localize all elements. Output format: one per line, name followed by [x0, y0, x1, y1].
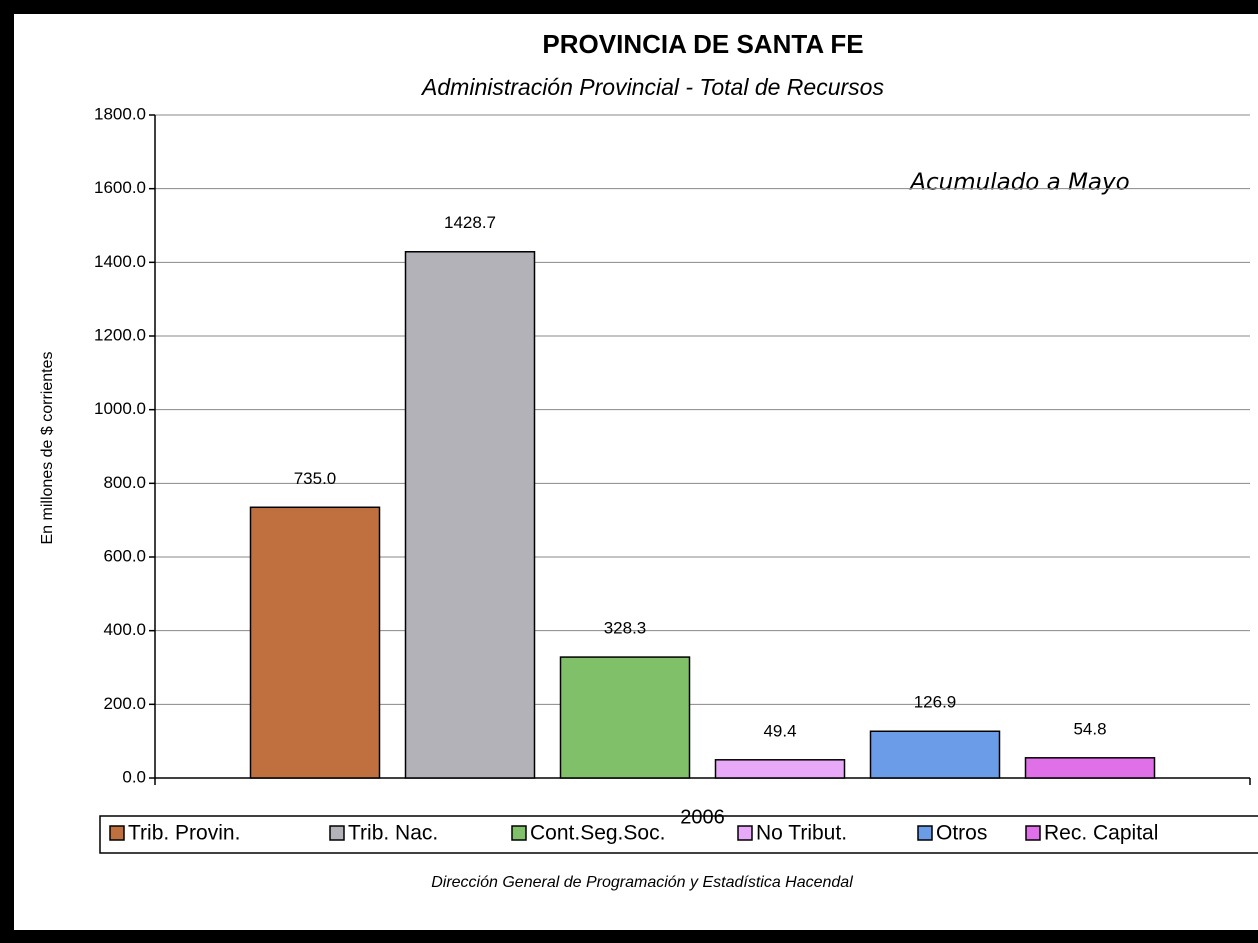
legend-swatch	[109, 825, 125, 841]
value-label: 54.8	[1073, 719, 1106, 738]
source: Dirección General de Programación y Esta…	[431, 874, 853, 891]
bar	[249, 506, 381, 779]
y-tick-label: 600.0	[103, 546, 146, 565]
y-tick-label: 400.0	[103, 620, 146, 639]
value-label: 126.9	[914, 693, 957, 712]
legend-label: Otros	[936, 822, 987, 845]
y-tick-label: 1800.0	[94, 104, 146, 123]
y-tick-label: 800.0	[103, 473, 146, 492]
bar	[1024, 757, 1156, 779]
legend-swatch	[917, 825, 933, 841]
value-label: 735.0	[294, 469, 337, 488]
x-tick-label: 2006	[680, 806, 725, 828]
annotation: Acumulado a Mayo	[908, 170, 1129, 196]
value-label: 49.4	[763, 721, 796, 740]
legend-label: Rec. Capital	[1044, 822, 1158, 845]
y-tick-label: 1400.0	[94, 252, 146, 271]
legend-swatch	[1025, 825, 1041, 841]
y-tick-label: 1200.0	[94, 325, 146, 344]
bar	[714, 759, 846, 779]
y-tick-label: 0.0	[122, 767, 146, 786]
bar	[404, 251, 536, 779]
legend-swatch	[511, 825, 527, 841]
bar	[869, 730, 1001, 779]
y-tick-label: 200.0	[103, 694, 146, 713]
legend-label: Trib. Provin.	[128, 822, 240, 845]
chart-subtitle: Administración Provincial - Total de Rec…	[420, 74, 884, 100]
y-tick-label: 1600.0	[94, 178, 146, 197]
value-label: 328.3	[604, 619, 647, 638]
y-tick-label: 1000.0	[94, 399, 146, 418]
legend-label: Trib. Nac.	[348, 822, 438, 845]
legend-box	[99, 815, 1258, 854]
bar	[559, 656, 691, 779]
legend-label: No Tribut.	[756, 822, 847, 845]
chart-title: PROVINCIA DE SANTA FE	[542, 29, 863, 59]
y-axis-label: En millones de $ corrientes	[39, 352, 56, 545]
legend-swatch	[737, 825, 753, 841]
value-label: 1428.7	[444, 213, 496, 232]
legend-swatch	[329, 825, 345, 841]
legend-label: Cont.Seg.Soc.	[530, 822, 665, 845]
